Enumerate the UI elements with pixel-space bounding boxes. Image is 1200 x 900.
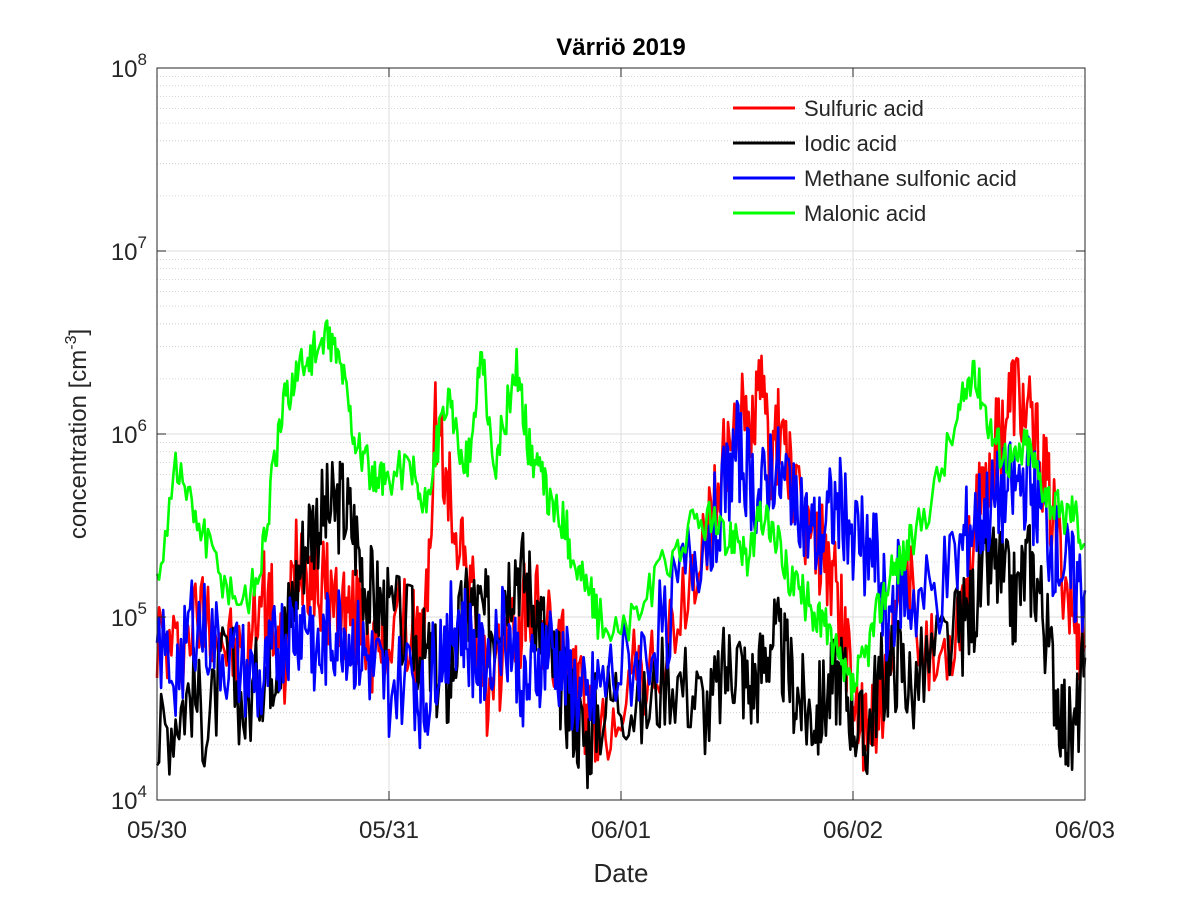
x-tick-label: 05/31: [359, 817, 419, 844]
x-tick-label: 05/30: [127, 817, 187, 844]
y-tick-base: 10: [111, 56, 138, 83]
x-axis-label: Date: [594, 858, 649, 888]
legend-label: Sulfuric acid: [804, 96, 924, 121]
series-line-sulfuric-acid: [155, 354, 1087, 772]
y-axis-label-close: ]: [65, 329, 92, 336]
y-tick-exponent: 8: [138, 50, 147, 69]
y-tick-label: 104: [111, 782, 147, 815]
y-tick-base: 10: [111, 422, 138, 449]
y-tick-base: 10: [111, 788, 138, 815]
series-line-methane-sulfonic-acid: [155, 399, 1087, 750]
y-axis-label-superscript: -3: [63, 335, 80, 349]
y-axis-label: concentration [cm-3]: [63, 329, 92, 539]
x-tick-label: 06/02: [823, 817, 883, 844]
legend: Sulfuric acid Iodic acid Methane sulfonic …: [733, 96, 1017, 226]
x-tick-label: 06/01: [591, 817, 651, 844]
y-tick-base: 10: [111, 605, 138, 632]
y-tick-base: 10: [111, 239, 138, 266]
y-tick-exponent: 5: [138, 599, 147, 618]
y-tick-exponent: 6: [138, 416, 147, 435]
series-group: [155, 319, 1087, 790]
legend-label: Malonic acid: [804, 201, 926, 226]
y-tick-exponent: 4: [138, 782, 147, 801]
chart-title: Värriö 2019: [556, 34, 685, 61]
series-line-iodic-acid: [155, 460, 1087, 790]
series-line-malonic-acid: [155, 319, 1086, 702]
x-tick-label: 06/03: [1055, 817, 1115, 844]
y-tick-exponent: 7: [138, 233, 147, 252]
legend-label: Methane sulfonic acid: [804, 166, 1017, 191]
legend-label: Iodic acid: [804, 131, 897, 156]
y-tick-label: 108: [111, 50, 147, 83]
y-axis-label-main: concentration [cm: [65, 350, 92, 539]
y-tick-label: 105: [111, 599, 147, 632]
y-tick-label: 107: [111, 233, 147, 266]
y-tick-label: 106: [111, 416, 147, 449]
